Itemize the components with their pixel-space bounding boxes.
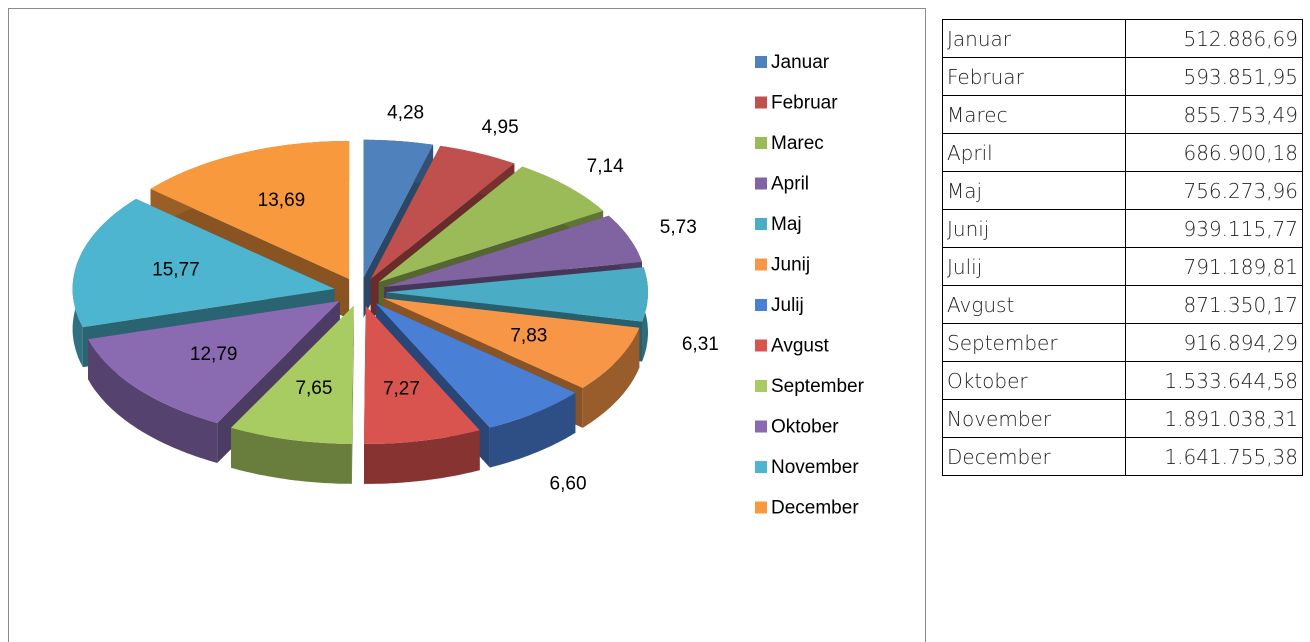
legend-label: Maj xyxy=(771,214,802,235)
amount-cell: 871.350,17 xyxy=(1125,285,1303,324)
slice-face xyxy=(370,145,515,279)
slice-face xyxy=(72,198,335,328)
slice-face xyxy=(363,139,434,278)
legend-label: Marec xyxy=(771,133,824,154)
slice xyxy=(364,305,480,484)
slice-face xyxy=(364,305,480,444)
table-row: Januar 512.886,69 xyxy=(942,19,1303,58)
legend-label: Oktober xyxy=(771,417,839,438)
legend-label: April xyxy=(771,174,809,195)
amount-cell: 686.900,18 xyxy=(1125,133,1303,172)
amount-cell: 916.894,29 xyxy=(1125,323,1303,362)
data-label: 4,95 xyxy=(482,117,519,138)
data-table: Januar 512.886,69 Februar 593.851,95 Marec 85… xyxy=(942,19,1303,476)
legend-swatch xyxy=(755,501,767,514)
legend-swatch xyxy=(755,380,767,392)
data-label: 6,31 xyxy=(682,334,719,355)
month-cell: Januar xyxy=(942,19,1126,58)
slice-face xyxy=(351,305,354,484)
legend-swatch xyxy=(755,420,767,433)
table-row: Avgust 871.350,17 xyxy=(942,285,1303,324)
amount-cell: 512.886,69 xyxy=(1125,19,1303,58)
data-label: 7,14 xyxy=(587,156,624,177)
legend-swatch xyxy=(755,299,767,311)
month-cell: April xyxy=(942,133,1126,172)
month-cell: Avgust xyxy=(942,285,1126,324)
slice-face xyxy=(88,339,218,463)
slice-face xyxy=(231,427,352,484)
slice-face xyxy=(383,298,640,388)
data-label: 15,77 xyxy=(152,260,200,281)
legend-label: Avgust xyxy=(771,336,829,357)
data-label: 7,27 xyxy=(383,378,420,399)
slice-face xyxy=(88,301,340,423)
legend-swatch xyxy=(755,339,767,352)
table-row: Oktober 1.533.644,58 xyxy=(942,361,1303,400)
legend-label: Februar xyxy=(771,93,838,114)
table-row: Junij 939.115,77 xyxy=(942,209,1303,248)
amount-cell: 855.753,49 xyxy=(1125,95,1303,134)
month-cell: Marec xyxy=(942,95,1126,134)
table-row: December 1.641.755,38 xyxy=(942,437,1303,476)
legend-label: December xyxy=(771,498,859,519)
data-label: 6,60 xyxy=(550,473,587,494)
slice-face xyxy=(582,327,640,428)
amount-cell: 593.851,95 xyxy=(1125,57,1303,96)
month-cell: Oktober xyxy=(942,361,1126,400)
table-row: Februar 593.851,95 xyxy=(942,57,1303,96)
data-label: 7,83 xyxy=(510,325,547,346)
slice xyxy=(231,305,354,484)
legend-swatch xyxy=(755,56,767,68)
amount-cell: 1.891.038,31 xyxy=(1125,399,1303,438)
data-label: 7,65 xyxy=(295,378,332,399)
month-cell: Februar xyxy=(942,57,1126,96)
slice-face xyxy=(489,392,576,468)
legend-label: Julij xyxy=(771,295,804,316)
legend-label: Januar xyxy=(771,52,830,73)
data-label: 12,79 xyxy=(190,344,238,365)
amount-cell: 1.641.755,38 xyxy=(1125,437,1303,476)
legend-swatch xyxy=(755,96,767,109)
data-label: 13,69 xyxy=(258,190,306,211)
amount-cell: 1.533.644,58 xyxy=(1125,361,1303,400)
chart: 4,28 4,95 7,14 5,73 6,31 7,83 6,60 7,27 7,65 12,7… xyxy=(8,8,926,642)
legend-label: September xyxy=(771,376,865,397)
table-row: September 916.894,29 xyxy=(942,323,1303,362)
table-row: November 1.891.038,31 xyxy=(942,399,1303,438)
legend-swatch xyxy=(755,218,767,230)
slice-face xyxy=(231,305,354,444)
slice-face xyxy=(378,166,604,283)
table-row: April 686.900,18 xyxy=(942,133,1303,172)
legend-label: November xyxy=(771,457,859,478)
slice-face xyxy=(364,430,480,484)
table-row: Julij 791.189,81 xyxy=(942,247,1303,286)
legend-swatch xyxy=(755,258,767,271)
slice-face xyxy=(375,303,576,428)
legend-swatch xyxy=(755,461,767,473)
table-row: Maj 756.273,96 xyxy=(942,171,1303,210)
month-cell: September xyxy=(942,323,1126,362)
legend-label: Junij xyxy=(771,255,810,276)
month-cell: Julij xyxy=(942,247,1126,286)
table-row: Marec 855.753,49 xyxy=(942,95,1303,134)
slice-face xyxy=(150,141,350,279)
slice-face xyxy=(384,215,642,287)
amount-cell: 756.273,96 xyxy=(1125,171,1303,210)
slice-face xyxy=(386,267,648,322)
month-cell: Maj xyxy=(942,171,1126,210)
month-cell: December xyxy=(942,437,1126,476)
legend-swatch xyxy=(755,177,767,190)
data-label: 5,73 xyxy=(660,217,697,238)
amount-cell: 939.115,77 xyxy=(1125,209,1303,248)
month-cell: November xyxy=(942,399,1126,438)
legend-swatch xyxy=(755,137,767,149)
amount-cell: 791.189,81 xyxy=(1125,247,1303,286)
month-cell: Junij xyxy=(942,209,1126,248)
data-label: 4,28 xyxy=(387,103,424,124)
